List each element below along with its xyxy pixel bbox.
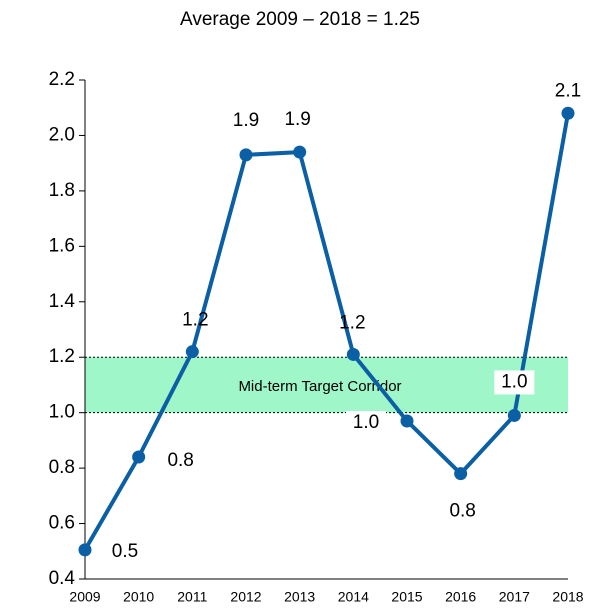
data-label: 1.9 [284, 109, 310, 130]
data-point [400, 414, 414, 428]
data-label: 1.9 [233, 110, 259, 131]
x-tick-label: 2012 [230, 589, 261, 605]
data-point [78, 543, 92, 557]
y-tick-label: 2.0 [49, 124, 75, 145]
data-label: 0.8 [167, 450, 193, 471]
y-tick-label: 2.2 [49, 69, 75, 90]
label-background [346, 410, 386, 435]
data-point [185, 345, 199, 359]
x-tick-label: 2016 [445, 589, 476, 605]
x-tick-label: 2017 [499, 589, 530, 605]
data-point [132, 450, 146, 464]
data-point [561, 106, 575, 120]
data-point [239, 148, 253, 162]
data-label: 1.2 [339, 312, 365, 333]
data-label: 0.5 [112, 541, 138, 562]
y-tick-label: 1.8 [49, 180, 75, 201]
label-background [494, 370, 535, 395]
data-label: 1.0 [501, 371, 527, 392]
data-label: 0.8 [449, 501, 475, 522]
data-label: 1.2 [182, 310, 208, 331]
y-tick-label: 0.6 [49, 513, 75, 534]
x-tick-label: 2014 [338, 589, 369, 605]
y-tick-label: 1.0 [49, 402, 75, 423]
x-tick-label: 2018 [552, 589, 583, 605]
y-tick-label: 0.4 [49, 568, 76, 589]
data-point [507, 408, 521, 422]
x-tick-label: 2009 [69, 589, 100, 605]
data-point [454, 467, 468, 481]
x-tick-label: 2013 [284, 589, 315, 605]
data-label: 1.0 [353, 412, 379, 433]
band-label: Mid-term Target Corridor [238, 378, 401, 395]
data-label: 2.1 [555, 80, 581, 101]
x-tick-label: 2015 [391, 589, 422, 605]
series-line [83, 112, 570, 551]
y-tick-label: 0.8 [49, 457, 75, 478]
x-tick-label: 2010 [123, 589, 154, 605]
y-tick-label: 1.2 [49, 346, 75, 367]
y-tick-label: 1.4 [49, 291, 76, 312]
data-point [293, 145, 307, 159]
chart-subtitle: Average 2009 – 2018 = 1.25 [180, 9, 420, 30]
y-tick-label: 1.6 [49, 235, 75, 256]
data-point [346, 347, 360, 361]
x-tick-label: 2011 [177, 589, 207, 605]
